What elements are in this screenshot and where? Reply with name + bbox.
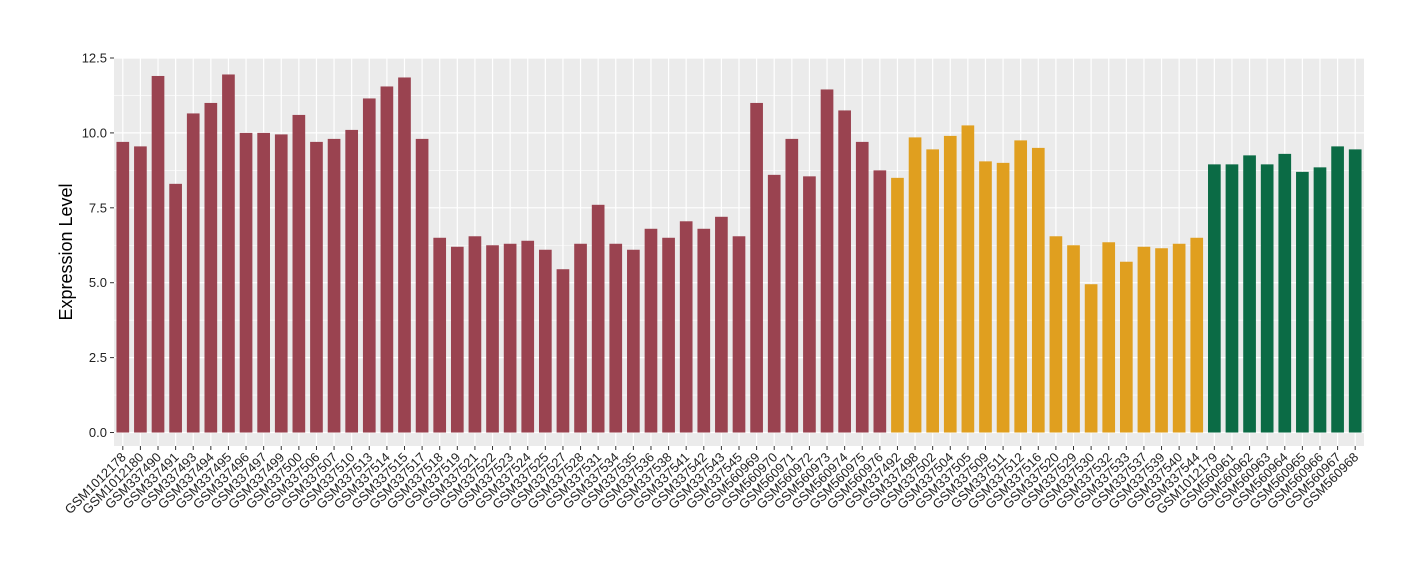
bar-gsm337511 [996, 162, 1010, 433]
bar-gsm337541 [679, 221, 693, 433]
bar-gsm337530 [1084, 284, 1098, 433]
bar-gsm337525 [539, 249, 552, 433]
bar-gsm337522 [486, 245, 499, 433]
y-tick-label: 7.5 [89, 200, 107, 215]
bar-gsm337502 [926, 149, 939, 433]
bar-gsm560965 [1296, 171, 1309, 433]
bar-gsm337529 [1067, 245, 1080, 433]
bar-gsm337527 [556, 269, 570, 433]
y-tick-label: 5.0 [89, 275, 107, 290]
bar-gsm337499 [274, 134, 288, 433]
bar-gsm337536 [644, 228, 658, 433]
bar-gsm337517 [415, 138, 429, 433]
bar-gsm337539 [1155, 248, 1168, 433]
bar-gsm560971 [785, 138, 799, 433]
bar-gsm560970 [767, 174, 781, 433]
bar-gsm560974 [838, 110, 851, 433]
bar-gsm337532 [1102, 242, 1116, 433]
y-tick-label: 10.0 [82, 125, 107, 140]
bar-gsm337524 [521, 240, 535, 433]
x-axis: GSM1012178GSM1012180GSM337490GSM337491GS… [62, 446, 1361, 517]
y-tick-label: 2.5 [89, 350, 107, 365]
bar-gsm337514 [380, 86, 394, 433]
bar-gsm337516 [1031, 147, 1045, 433]
bar-gsm1012180 [134, 146, 147, 433]
bar-gsm337500 [292, 114, 306, 433]
bar-gsm560967 [1331, 146, 1344, 433]
bar-gsm337510 [345, 129, 359, 433]
bar-gsm337537 [1137, 246, 1151, 433]
bar-gsm560969 [750, 102, 763, 433]
bar-gsm337531 [591, 204, 605, 433]
bar-gsm337534 [609, 243, 623, 433]
bar-gsm337492 [891, 177, 904, 433]
bar-gsm337542 [697, 228, 711, 433]
bar-gsm337538 [662, 237, 675, 433]
bar-gsm560976 [873, 170, 887, 433]
bar-gsm560973 [820, 89, 834, 433]
bar-gsm337545 [732, 236, 746, 433]
bar-gsm560964 [1278, 153, 1292, 433]
bar-gsm337528 [574, 243, 587, 433]
bar-gsm1012179 [1208, 164, 1221, 433]
bar-gsm337523 [503, 243, 517, 433]
bar-gsm560968 [1348, 149, 1362, 433]
bar-gsm337498 [908, 137, 922, 433]
bar-gsm560966 [1313, 167, 1327, 433]
bar-gsm337540 [1172, 243, 1186, 433]
bar-gsm337496 [239, 132, 253, 433]
y-tick-label: 12.5 [82, 51, 107, 66]
bar-gsm337490 [151, 75, 165, 433]
bar-gsm560972 [803, 176, 816, 433]
bar-gsm1012178 [116, 141, 130, 433]
bar-gsm337509 [979, 161, 992, 433]
bar-gsm337493 [186, 113, 200, 433]
bar-gsm560961 [1225, 164, 1239, 433]
bar-gsm337535 [627, 249, 640, 433]
bar-gsm337543 [715, 216, 728, 433]
bar-gsm337533 [1119, 261, 1133, 433]
y-axis: 0.0 2.5 5.0 7.5 10.0 12.5 [82, 51, 114, 440]
y-axis-title: Expression Level [56, 183, 76, 320]
bar-gsm337495 [222, 74, 235, 433]
bar-gsm337504 [943, 135, 957, 433]
bar-gsm337497 [257, 132, 270, 433]
bar-gsm337512 [1014, 140, 1028, 433]
bar-gsm337491 [169, 183, 182, 433]
bar-gsm337521 [468, 236, 482, 433]
bar-gsm560975 [855, 141, 869, 433]
bar-gsm337507 [327, 138, 341, 433]
bar-series [116, 74, 1362, 433]
bar-gsm560963 [1260, 164, 1274, 433]
bar-gsm337519 [450, 246, 464, 433]
bar-gsm337518 [433, 237, 447, 433]
bar-gsm337520 [1049, 236, 1063, 433]
bar-gsm560962 [1243, 155, 1256, 433]
bar-gsm337505 [961, 125, 975, 433]
bar-gsm337513 [362, 98, 376, 433]
bar-gsm337544 [1190, 237, 1204, 433]
bar-gsm337515 [398, 77, 411, 433]
bar-gsm337506 [310, 141, 323, 433]
bar-gsm337494 [204, 102, 218, 433]
y-tick-label: 0.0 [89, 425, 107, 440]
